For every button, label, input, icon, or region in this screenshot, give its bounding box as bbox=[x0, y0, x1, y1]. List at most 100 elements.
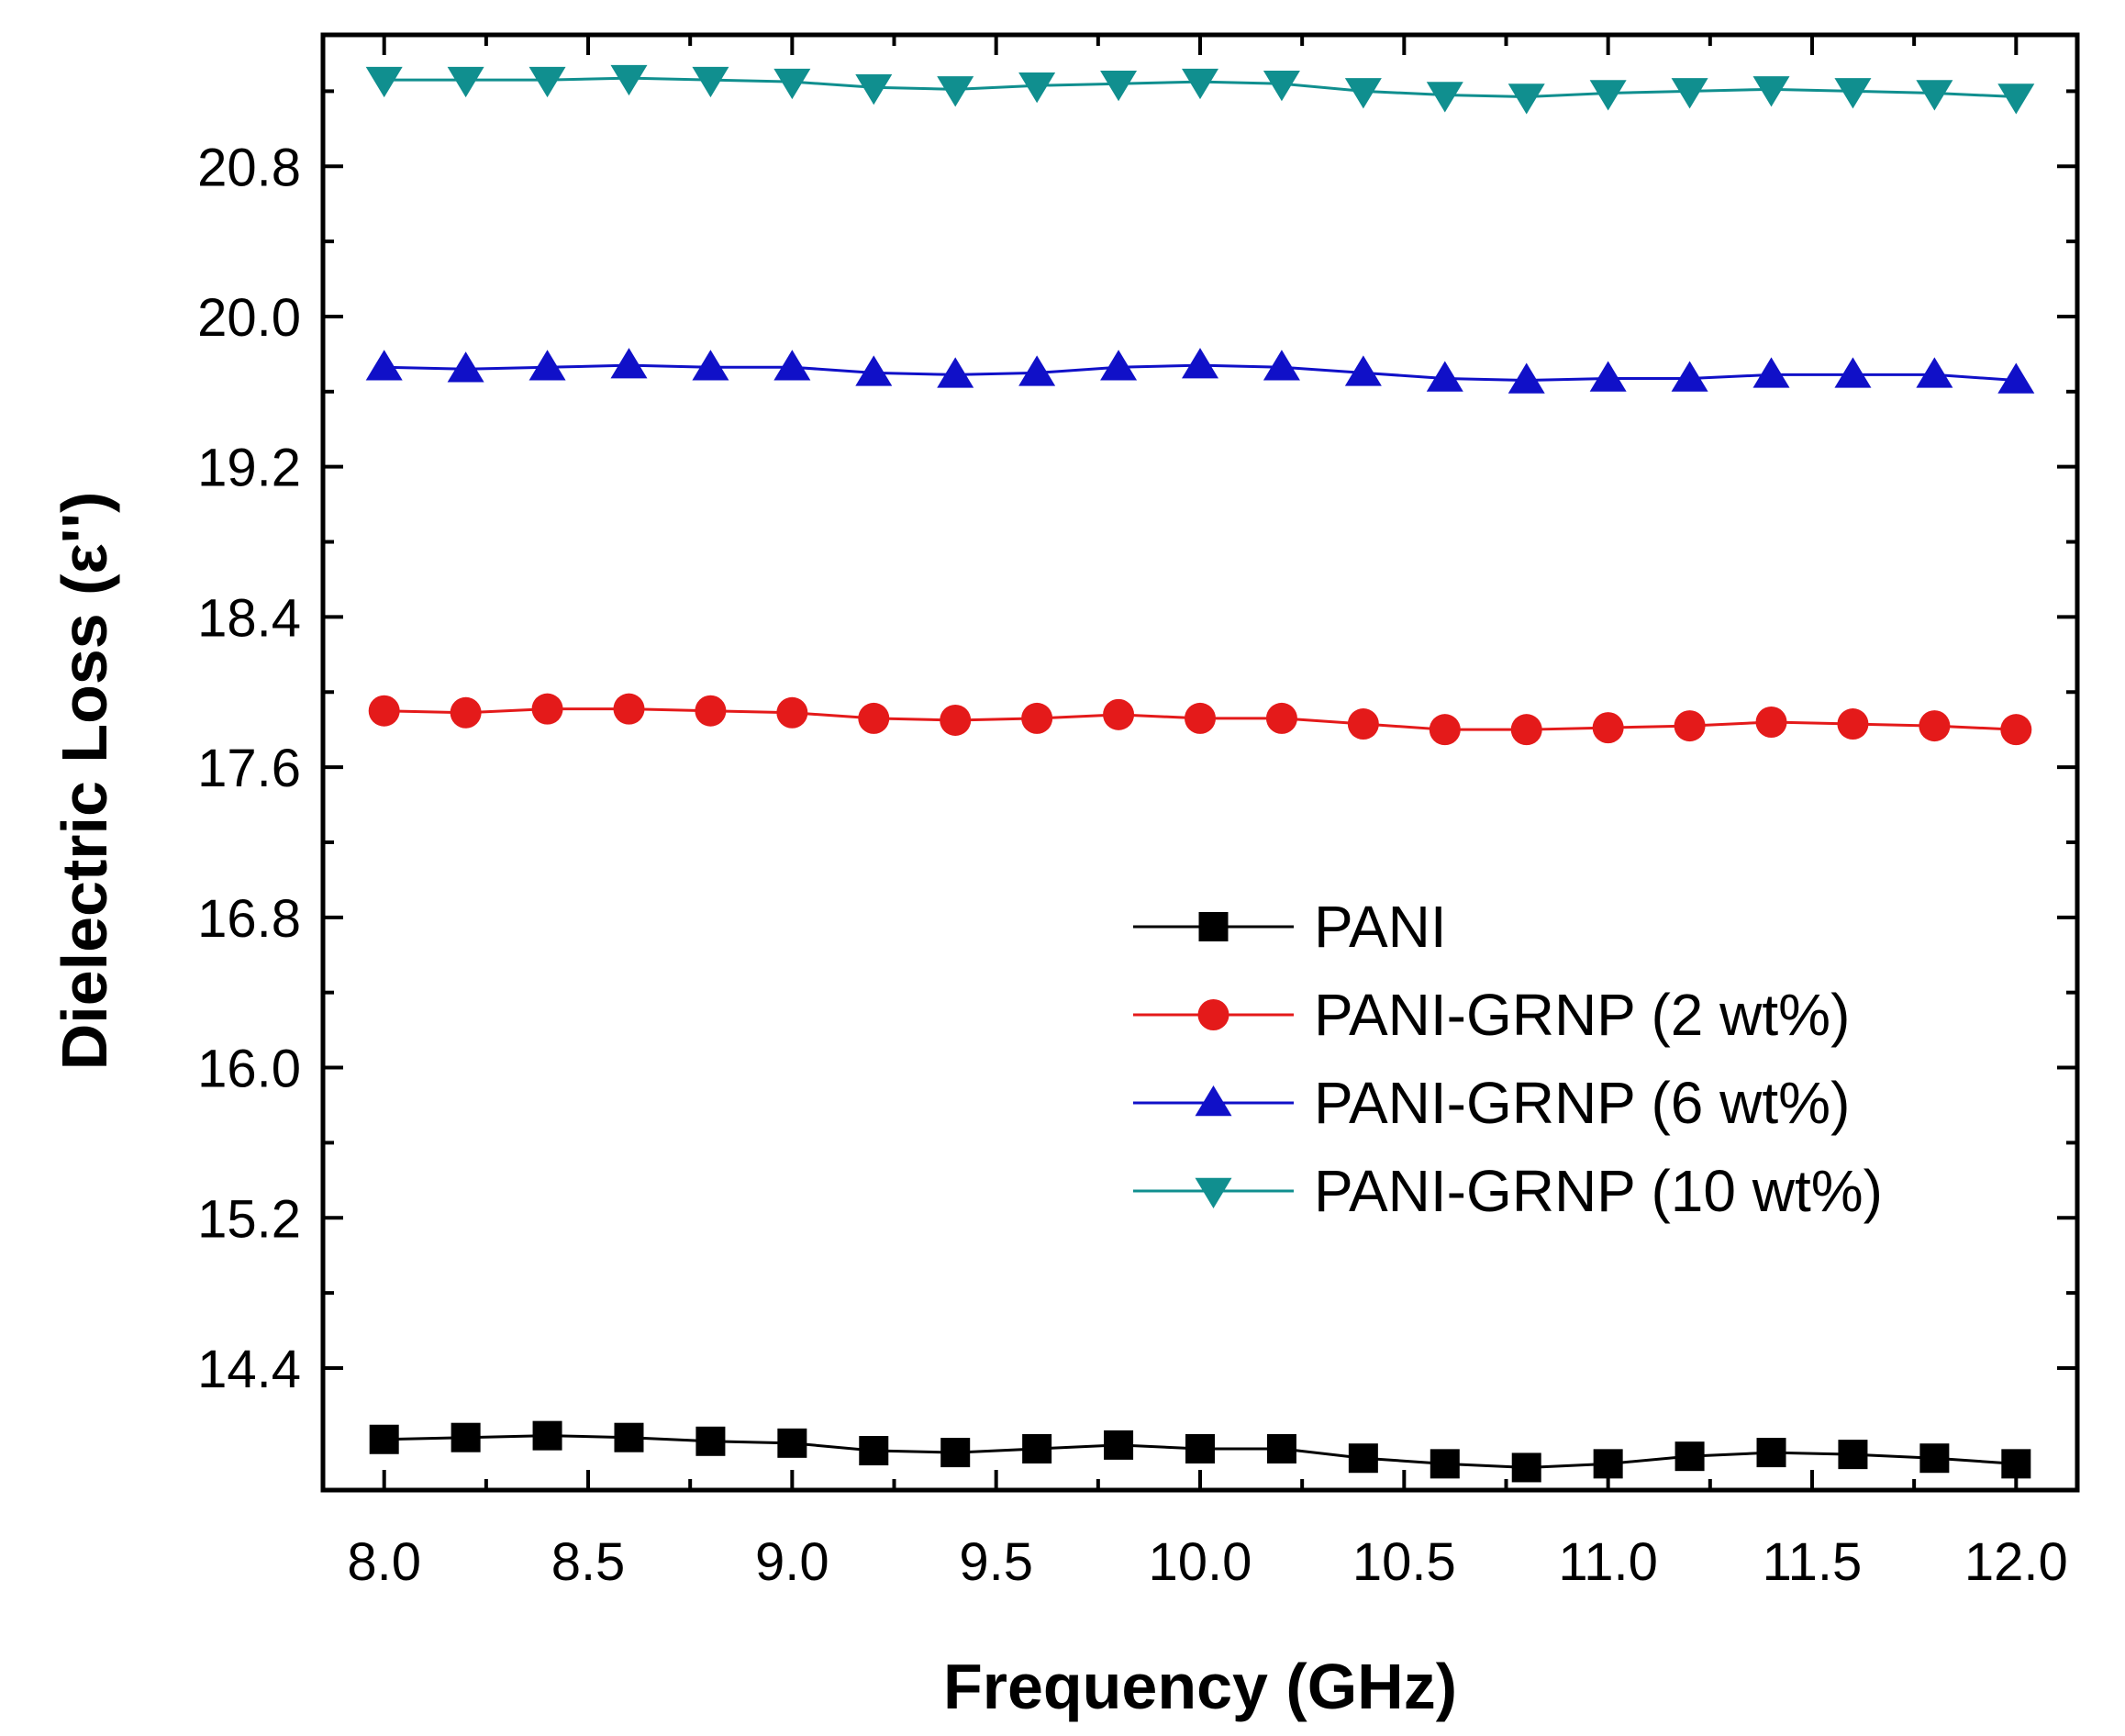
data-point bbox=[613, 693, 645, 725]
data-point bbox=[1018, 72, 1056, 104]
data-point bbox=[1755, 707, 1787, 739]
data-point bbox=[1834, 357, 1872, 388]
tick-marks bbox=[323, 35, 2077, 1490]
legend-marker bbox=[1195, 1085, 1232, 1117]
data-point bbox=[1919, 710, 1951, 742]
data-point bbox=[610, 64, 648, 96]
data-point bbox=[940, 704, 972, 736]
data-point bbox=[610, 348, 648, 379]
legend-marker bbox=[1198, 912, 1229, 941]
data-point bbox=[858, 702, 890, 734]
legend-item: PANI-GRNP (2 wt%) bbox=[1133, 982, 1850, 1048]
data-point bbox=[1589, 80, 1627, 111]
legend-marker bbox=[1195, 1177, 1232, 1208]
x-tick-label: 10.0 bbox=[1149, 1532, 1252, 1592]
data-point bbox=[614, 1422, 644, 1452]
y-tick-label: 19.2 bbox=[197, 439, 301, 498]
data-point bbox=[695, 1426, 726, 1456]
legend-item: PANI-GRNP (10 wt%) bbox=[1133, 1158, 1883, 1224]
data-point bbox=[1508, 83, 1545, 115]
data-point bbox=[773, 68, 811, 100]
y-tick-label: 17.6 bbox=[197, 739, 301, 798]
data-point bbox=[369, 1424, 399, 1454]
data-point bbox=[777, 1428, 807, 1458]
data-point bbox=[773, 350, 811, 381]
data-point bbox=[532, 1420, 562, 1451]
y-tick-label: 18.4 bbox=[197, 588, 301, 648]
x-axis-title: Frequency (GHz) bbox=[943, 1651, 1457, 1722]
series-2 bbox=[365, 348, 2035, 394]
y-tick-label: 16.0 bbox=[197, 1040, 301, 1099]
data-point bbox=[1511, 1452, 1541, 1483]
data-point bbox=[1589, 361, 1627, 392]
data-point bbox=[1348, 1443, 1378, 1474]
data-point bbox=[1185, 1433, 1215, 1463]
y-tick-label: 16.8 bbox=[197, 889, 301, 949]
legend-label: PANI-GRNP (6 wt%) bbox=[1314, 1070, 1850, 1136]
x-tick-label: 9.5 bbox=[959, 1532, 1033, 1592]
data-point bbox=[859, 1436, 889, 1466]
data-point bbox=[1671, 78, 1708, 109]
legend-label: PANI bbox=[1314, 894, 1447, 960]
plot-area bbox=[365, 64, 2035, 1483]
data-point bbox=[447, 351, 484, 383]
data-point bbox=[1263, 70, 1300, 102]
data-point bbox=[1838, 1440, 1868, 1470]
data-point bbox=[1834, 78, 1872, 109]
plot-frame bbox=[320, 32, 2080, 1493]
data-point bbox=[365, 66, 403, 98]
data-point bbox=[450, 696, 482, 729]
data-point bbox=[695, 695, 727, 727]
data-point bbox=[1752, 76, 1790, 107]
data-point bbox=[1185, 702, 1216, 734]
data-point bbox=[1671, 361, 1708, 392]
data-point bbox=[528, 66, 566, 98]
data-point bbox=[940, 1438, 971, 1468]
legend-item: PANI-GRNP (6 wt%) bbox=[1133, 1070, 1850, 1136]
data-point bbox=[1756, 1438, 1786, 1468]
data-point bbox=[1429, 714, 1461, 746]
legend-label: PANI-GRNP (10 wt%) bbox=[1314, 1158, 1883, 1224]
data-point bbox=[1837, 708, 1869, 740]
data-point bbox=[1182, 68, 1218, 100]
data-point bbox=[528, 350, 566, 381]
data-point bbox=[1100, 350, 1138, 381]
data-point bbox=[855, 74, 893, 106]
data-point bbox=[1430, 1449, 1460, 1479]
data-point bbox=[1916, 357, 1953, 388]
legend-label: PANI-GRNP (2 wt%) bbox=[1314, 982, 1850, 1048]
data-point bbox=[1344, 78, 1382, 109]
x-tick-label: 8.5 bbox=[551, 1532, 626, 1592]
data-point bbox=[1103, 698, 1135, 730]
data-point bbox=[2000, 714, 2032, 746]
x-tick-label: 8.0 bbox=[347, 1532, 421, 1592]
data-point bbox=[1752, 357, 1790, 388]
data-point bbox=[1021, 702, 1053, 734]
x-tick-label: 11.0 bbox=[1558, 1532, 1658, 1592]
y-tick-label: 20.8 bbox=[197, 138, 301, 197]
data-point bbox=[365, 350, 403, 381]
data-point bbox=[1263, 350, 1300, 381]
x-tick-label: 12.0 bbox=[1964, 1532, 2068, 1592]
data-point bbox=[1022, 1433, 1052, 1463]
data-point bbox=[1182, 348, 1218, 379]
data-point bbox=[1919, 1443, 1950, 1474]
data-point bbox=[1265, 702, 1297, 734]
x-tick-label: 9.0 bbox=[755, 1532, 829, 1592]
x-tick-label: 10.5 bbox=[1352, 1532, 1456, 1592]
data-point bbox=[692, 350, 729, 381]
series-0 bbox=[369, 1420, 2031, 1483]
series-1 bbox=[368, 693, 2032, 746]
data-point bbox=[1266, 1433, 1296, 1463]
data-point bbox=[1426, 361, 1463, 392]
series-3 bbox=[365, 64, 2035, 115]
data-point bbox=[368, 695, 400, 727]
y-tick-label: 15.2 bbox=[197, 1189, 301, 1249]
data-point bbox=[1592, 712, 1624, 744]
data-point bbox=[937, 357, 974, 388]
axes bbox=[320, 32, 2080, 1493]
data-point bbox=[1508, 362, 1545, 394]
data-point bbox=[1426, 82, 1463, 113]
y-tick-label: 20.0 bbox=[197, 288, 301, 348]
